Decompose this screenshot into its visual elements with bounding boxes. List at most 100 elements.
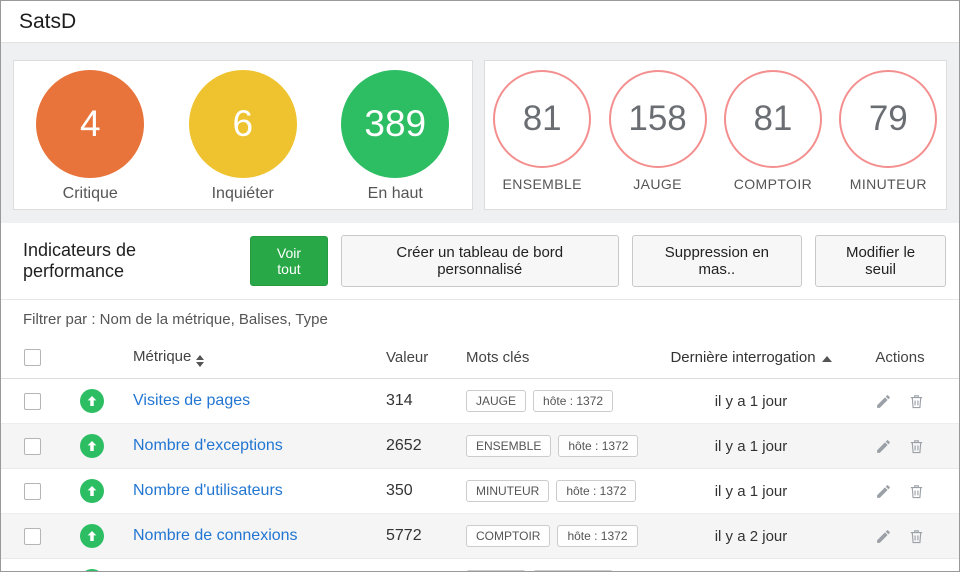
select-all-checkbox[interactable] <box>23 349 41 366</box>
metric-tags: COMPTOIR hôte : 1372 <box>466 525 661 547</box>
last-poll-column-header[interactable]: Dernière interrogation <box>661 349 841 366</box>
edit-icon[interactable] <box>875 528 892 545</box>
type-label: COMPTOIR <box>733 176 813 192</box>
metric-link[interactable]: Nombre de connexions <box>133 527 298 544</box>
table-body: Visites de pages 314 JAUGE hôte : 1372 il… <box>1 379 959 571</box>
toolbar: Indicateurs de performance Voir tout Cré… <box>1 223 959 300</box>
table-row: Nombre d'exceptions 2652 ENSEMBLE hôte : … <box>1 424 959 469</box>
tag-badge: JAUGE <box>466 390 527 412</box>
tags-column-header: Mots clés <box>466 349 530 366</box>
trend-up-icon <box>80 389 104 413</box>
metric-tags: JAUGE hôte : 1372 <box>466 570 661 571</box>
tag-badge: hôte : 1372 <box>556 480 637 502</box>
trash-icon[interactable] <box>908 438 925 455</box>
value-column-header[interactable]: Valeur <box>386 349 429 366</box>
metric-tags: MINUTEUR hôte : 1372 <box>466 480 661 502</box>
metric-type-stat: 79 MINUTEUR <box>839 70 938 192</box>
alert-status-stat: 4 Critique <box>36 70 145 203</box>
section-title: Indicateurs de performance <box>23 240 137 281</box>
type-count: 79 <box>868 99 908 138</box>
trend-up-icon <box>80 434 104 458</box>
tag-badge: COMPTOIR <box>466 525 551 547</box>
last-poll-time: il y a 1 jour <box>714 437 788 455</box>
trend-up-icon <box>80 569 104 571</box>
status-label: Inquiéter <box>211 185 274 202</box>
edit-icon[interactable] <box>875 393 892 410</box>
metric-link[interactable]: Nombre d'exceptions <box>133 437 283 454</box>
type-count: 81 <box>522 99 562 138</box>
alert-status-panel: 4 Critique 6 Inquiéter 389 En haut <box>13 60 473 210</box>
edit-icon[interactable] <box>875 438 892 455</box>
trend-up-icon <box>80 479 104 503</box>
metric-link[interactable]: Nombre d'utilisateurs <box>133 482 283 499</box>
tag-badge: hôte : 1372 <box>533 570 614 571</box>
alert-status-stat: 6 Inquiéter <box>188 70 297 203</box>
last-poll-time: il y a 2 jour <box>714 527 788 545</box>
create-dashboard-button[interactable]: Créer un tableau de bord personnalisé <box>340 235 619 287</box>
row-checkbox[interactable] <box>23 527 41 545</box>
filter-bar: Filtrer par : Nom de la métrique, Balise… <box>1 300 959 337</box>
row-checkbox[interactable] <box>23 482 41 500</box>
trend-up-icon <box>80 524 104 548</box>
type-count-circle: 158 <box>608 70 707 168</box>
type-count: 158 <box>628 99 687 138</box>
trash-icon[interactable] <box>908 528 925 545</box>
last-poll-time: il y a 1 jour <box>714 392 788 410</box>
tag-badge: hôte : 1372 <box>558 435 639 457</box>
sort-icon[interactable] <box>196 355 205 367</box>
app-header: SatsD <box>1 1 959 43</box>
metric-type-stat: 158 JAUGE <box>608 70 707 192</box>
table-header-row: Métrique Valeur Mots clés Dernière inter… <box>1 337 959 379</box>
tag-badge: hôte : 1372 <box>557 525 638 547</box>
actions-column-header: Actions <box>875 349 925 366</box>
metric-type-stat: 81 COMPTOIR <box>723 70 822 192</box>
tag-badge: hôte : 1372 <box>533 390 614 412</box>
metric-tags: ENSEMBLE hôte : 1372 <box>466 435 661 457</box>
edit-threshold-button[interactable]: Modifier le seuil <box>815 235 946 287</box>
trash-icon[interactable] <box>908 483 925 500</box>
type-label: ENSEMBLE <box>502 176 582 192</box>
sort-asc-icon[interactable] <box>821 356 832 362</box>
metric-type-stat: 81 ENSEMBLE <box>493 70 592 192</box>
metric-value: 5772 <box>386 527 422 544</box>
metrics-table: Métrique Valeur Mots clés Dernière inter… <box>1 337 959 571</box>
row-checkbox[interactable] <box>23 392 41 410</box>
page-title: SatsD <box>19 9 77 33</box>
last-poll-time: il y a 1 jour <box>714 482 788 500</box>
type-label: JAUGE <box>633 176 682 192</box>
table-row: Visites de pages 314 JAUGE hôte : 1372 il… <box>1 379 959 424</box>
row-checkbox[interactable] <box>23 437 41 455</box>
metric-value: 350 <box>386 482 413 499</box>
type-count: 81 <box>753 99 793 138</box>
type-count-circle: 81 <box>723 70 822 168</box>
metric-type-panel: 81 ENSEMBLE 158 JAUGE 81 COMPTOIR 79 MIN… <box>483 60 947 210</box>
view-all-button[interactable]: Voir tout <box>250 236 328 286</box>
metric-link[interactable]: Visites de pages <box>133 392 251 409</box>
status-count-circle: 389 <box>341 70 450 178</box>
status-label: En haut <box>367 185 423 202</box>
metric-tags: JAUGE hôte : 1372 <box>466 390 661 412</box>
alert-status-stat: 389 En haut <box>341 70 450 203</box>
tag-badge: ENSEMBLE <box>466 435 552 457</box>
type-label: MINUTEUR <box>849 176 927 192</box>
tag-badge: JAUGE <box>466 570 527 571</box>
edit-icon[interactable] <box>875 483 892 500</box>
status-count: 6 <box>232 103 254 144</box>
mass-delete-button[interactable]: Suppression en mas.. <box>631 235 803 287</box>
metric-column-header[interactable]: Métrique <box>121 348 371 367</box>
status-label: Critique <box>62 185 118 202</box>
tag-badge: MINUTEUR <box>466 480 550 502</box>
metric-value: 314 <box>386 392 413 409</box>
table-row: Nombre de connexions 5772 COMPTOIR hôte :… <box>1 514 959 559</box>
summary-band: 4 Critique 6 Inquiéter 389 En haut 81 EN… <box>1 43 959 223</box>
status-count: 389 <box>364 103 427 144</box>
metric-value: 2652 <box>386 437 422 454</box>
trash-icon[interactable] <box>908 393 925 410</box>
type-count-circle: 79 <box>839 70 938 168</box>
status-count: 4 <box>79 103 101 144</box>
status-count-circle: 4 <box>36 70 145 178</box>
table-row: Nombre d'utilisateurs 350 MINUTEUR hôte :… <box>1 469 959 514</box>
status-count-circle: 6 <box>188 70 297 178</box>
